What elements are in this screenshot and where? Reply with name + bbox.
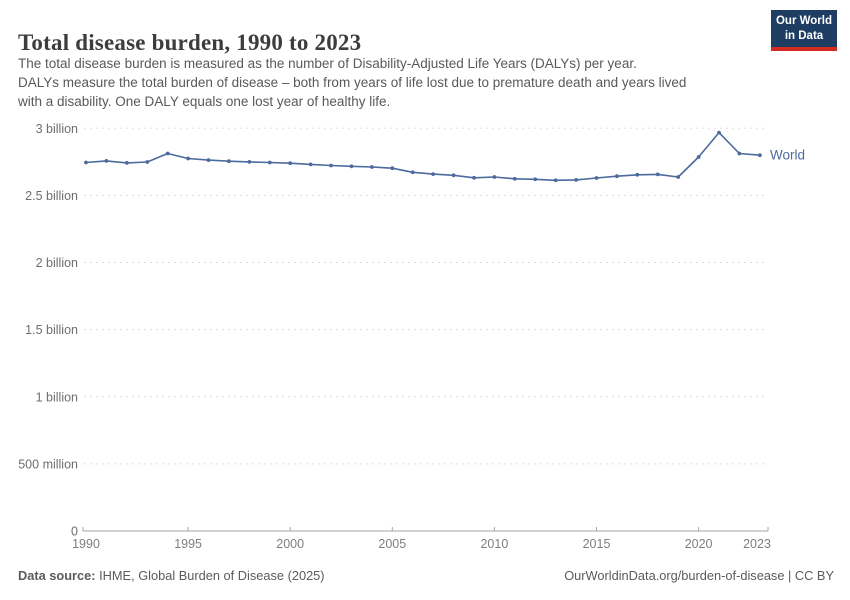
data-point[interactable] [247, 160, 252, 164]
x-axis-tick-label: 2010 [480, 537, 508, 551]
y-axis-tick-label: 0 [71, 525, 78, 539]
data-source-label: Data source: [18, 568, 96, 583]
y-axis-tick-label: 2.5 billion [25, 189, 78, 203]
y-axis-tick-label: 1 billion [36, 390, 78, 404]
x-axis-tick-label: 2020 [685, 537, 713, 551]
data-point[interactable] [390, 166, 395, 171]
data-point[interactable] [84, 160, 88, 165]
data-point[interactable] [206, 158, 211, 162]
data-point[interactable] [145, 160, 150, 164]
data-point[interactable] [696, 155, 701, 159]
data-point[interactable] [104, 159, 109, 163]
series-end-label[interactable]: World [770, 148, 805, 163]
data-point[interactable] [737, 151, 742, 156]
data-point[interactable] [676, 175, 681, 179]
x-axis-tick-label: 2023 [743, 537, 771, 551]
x-axis-tick-label: 2005 [378, 537, 406, 551]
data-point[interactable] [288, 161, 293, 166]
x-axis-tick-label: 1990 [72, 537, 100, 551]
data-point[interactable] [615, 174, 619, 179]
data-source: Data source: IHME, Global Burden of Dise… [18, 568, 325, 583]
owid-logo-line1: Our World [775, 15, 832, 28]
data-point[interactable] [472, 175, 476, 180]
y-axis-tick-label: 1.5 billion [25, 323, 78, 337]
page-title: Total disease burden, 1990 to 2023 [18, 30, 362, 56]
y-axis-tick-label: 500 million [18, 457, 78, 471]
data-point[interactable] [512, 176, 517, 181]
data-point[interactable] [165, 151, 170, 156]
chart-footer: Data source: IHME, Global Burden of Dise… [18, 568, 834, 583]
x-axis-tick-label: 2000 [276, 537, 304, 551]
subtitle-line: The total disease burden is measured as … [18, 56, 637, 71]
subtitle-line: with a disability. One DALY equals one l… [18, 94, 391, 109]
data-point[interactable] [349, 164, 354, 169]
owid-logo-line2: in Data [784, 29, 824, 42]
y-axis-tick-label: 2 billion [36, 256, 78, 270]
data-point[interactable] [574, 178, 578, 182]
data-point[interactable] [431, 172, 435, 176]
credit-link[interactable]: OurWorldinData.org/burden-of-disease | C… [564, 568, 834, 583]
data-point[interactable] [655, 172, 660, 177]
chart-subtitle: The total disease burden is measured as … [18, 54, 686, 111]
data-point[interactable] [186, 156, 191, 161]
data-point[interactable] [451, 173, 456, 178]
subtitle-line: DALYs measure the total burden of diseas… [18, 75, 687, 90]
data-point[interactable] [553, 178, 558, 183]
data-point[interactable] [410, 170, 415, 175]
data-point[interactable] [227, 159, 231, 164]
y-axis-tick-label: 3 billion [36, 122, 78, 136]
series-line-world[interactable] [85, 131, 760, 182]
data-point[interactable] [370, 165, 374, 169]
data-source-text: IHME, Global Burden of Disease (2025) [95, 568, 325, 583]
data-point[interactable] [635, 172, 640, 177]
x-axis-tick-label: 1995 [174, 537, 202, 551]
data-point[interactable] [758, 153, 762, 158]
data-point[interactable] [267, 160, 272, 165]
data-point[interactable] [308, 162, 313, 167]
x-axis-tick-label: 2015 [583, 537, 611, 551]
owid-logo[interactable]: Our World in Data [771, 10, 837, 51]
data-point[interactable] [492, 175, 497, 179]
data-point[interactable] [533, 177, 538, 182]
data-point[interactable] [329, 163, 333, 168]
data-point[interactable] [124, 161, 129, 165]
data-point[interactable] [717, 130, 721, 135]
data-point[interactable] [594, 176, 599, 180]
line-chart[interactable]: 0 500 million 1 billion 1.5 billion 2 billio… [0, 112, 850, 562]
